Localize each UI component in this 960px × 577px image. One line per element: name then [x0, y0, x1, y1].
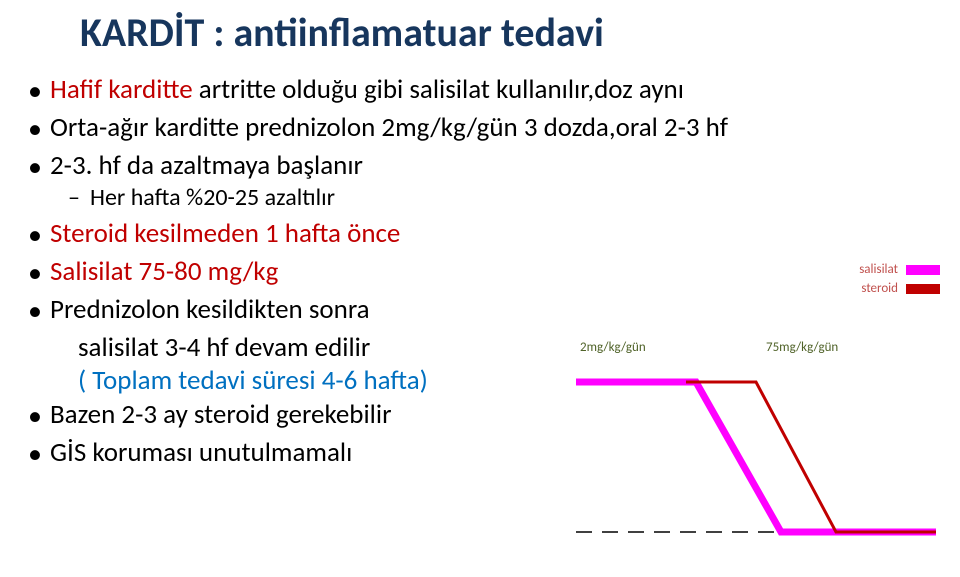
axis-left-label: 2mg/kg/gün [580, 340, 646, 355]
bullet-1-red: Hafif karditte [50, 73, 199, 106]
dose-chart: salisilat steroid 2mg/kg/gün 75mg/kg/gün [576, 262, 946, 562]
chart-legend: salisilat steroid [859, 262, 940, 300]
bullet-1: Hafif karditte artritte olduğu gibi sali… [24, 73, 960, 107]
bullet-1-rest: artritte olduğu gibi salisilat kullanılı… [199, 73, 684, 106]
legend-steroid-swatch [906, 284, 940, 294]
bullet-4: Steroid kesilmeden 1 hafta önce [24, 217, 960, 251]
legend-salisilat-label: salisilat [859, 262, 898, 277]
bullet-3-text: 2-3. hf da azaltmaya başlanır [50, 149, 363, 182]
bullet-3-sub: Her hafta %20-25 azaltılır [68, 182, 960, 213]
bullet-2: Orta-ağır karditte prednizolon 2mg/kg/gü… [24, 111, 960, 145]
legend-steroid-label: steroid [861, 281, 898, 296]
bullet-3: 2-3. hf da azaltmaya başlanır Her hafta … [24, 149, 960, 214]
legend-salisilat: salisilat [859, 262, 940, 277]
slide-title: KARDİT : antiinflamatuar tedavi [0, 0, 960, 73]
chart-plot [576, 362, 936, 552]
legend-steroid: steroid [859, 281, 940, 296]
legend-salisilat-swatch [906, 265, 940, 275]
axis-right-label: 75mg/kg/gün [766, 340, 838, 355]
